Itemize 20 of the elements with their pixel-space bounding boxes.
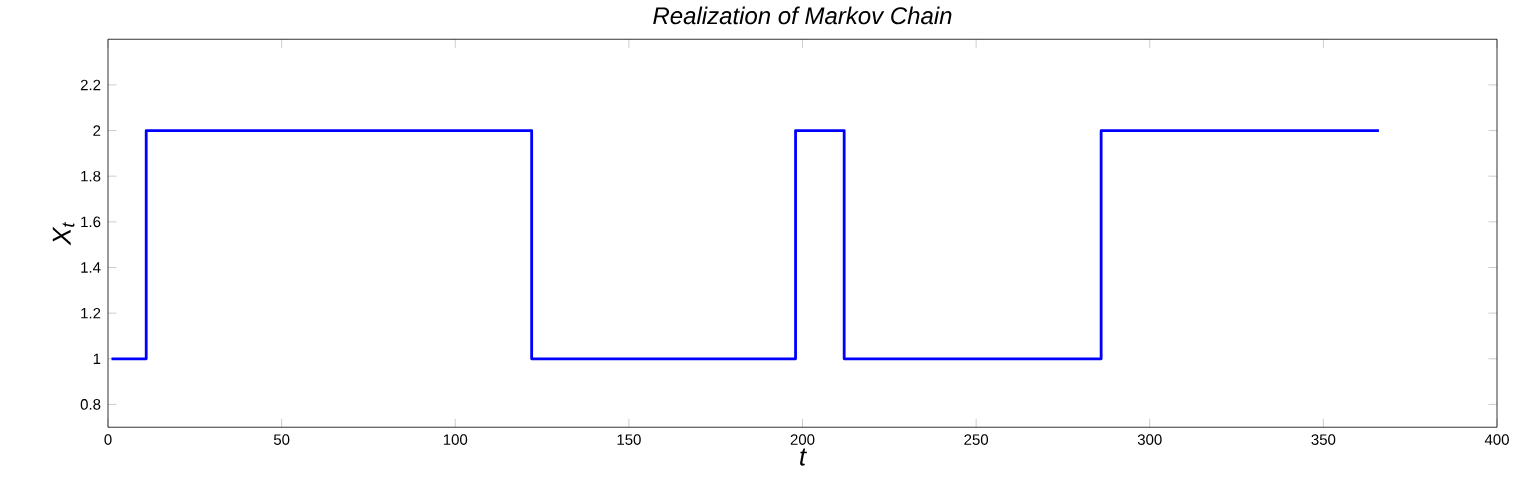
y-tick-label: 2 [93,125,101,136]
x-tick-label: 250 [964,434,989,445]
y-tick-label: 2.2 [80,79,101,91]
x-tick-label: 50 [273,434,290,445]
chart-title: Realization of Markov Chain [653,6,952,25]
x-tick-label: 400 [1484,434,1509,445]
x-tick-label: 300 [1137,434,1162,445]
x-axis-title: t [800,448,808,466]
y-tick-label: 1.2 [81,307,101,319]
x-tick-label: 150 [617,434,641,445]
y-tick-label: 1.4 [81,262,101,273]
y-tick-label: 1.6 [81,216,101,228]
y-tick-label: 0.8 [80,399,101,410]
y-tick-label: 1.8 [81,170,101,182]
y-tick-label: 1 [93,353,101,364]
y-axis-title: X$_{t}$ [52,221,75,246]
x-tick-label: 0 [104,434,112,445]
x-tick-label: 100 [443,434,468,445]
x-tick-label: 200 [790,434,815,445]
x-tick-label: 350 [1311,434,1336,445]
